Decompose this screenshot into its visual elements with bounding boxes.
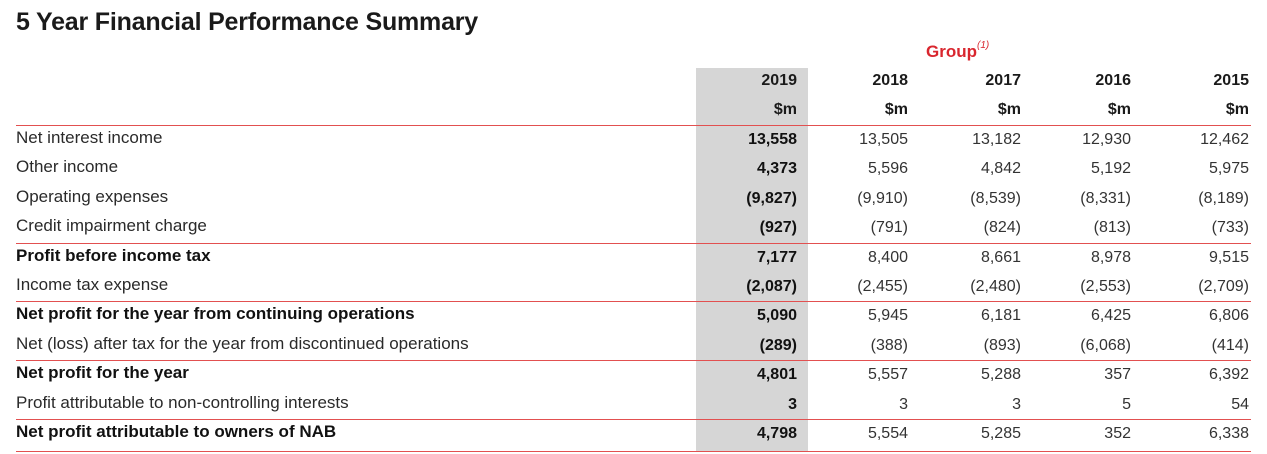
cell-2016: 352: [1104, 425, 1131, 442]
cell-2017: 4,842: [980, 160, 1021, 178]
page-title: 5 Year Financial Performance Summary: [16, 8, 479, 36]
cell-2015: (733): [1211, 219, 1249, 237]
cell-2019: 4,801: [756, 366, 797, 384]
unit-header-2: $m: [997, 101, 1021, 118]
cell-2019: 13,558: [748, 131, 797, 148]
cell-2015: 6,392: [1208, 366, 1249, 384]
year-header-1: 2018: [872, 72, 908, 89]
row-label: Credit impairment charge: [16, 216, 207, 236]
year-header-2: 2017: [985, 72, 1021, 89]
table-row: Income tax expense (2,087) (2,455) (2,480) (…: [16, 273, 1251, 302]
cell-2015: 12,462: [1200, 131, 1249, 148]
row-rule: [16, 360, 1251, 362]
cell-2018: (791): [870, 219, 908, 237]
cell-2018: (2,455): [857, 278, 908, 295]
cell-2018: 13,505: [859, 131, 908, 148]
cell-2016: 8,978: [1090, 248, 1131, 266]
cell-2016: (813): [1093, 219, 1131, 237]
cell-2018: 5,596: [867, 160, 908, 178]
table-row: Operating expenses (9,827) (9,910) (8,539) (…: [16, 185, 1251, 214]
cell-2019: (9,827): [746, 189, 797, 207]
table-row: Other income 4,373 5,596 4,842 5,192 5,975: [16, 155, 1251, 184]
cell-2019: 4,373: [756, 160, 797, 178]
group-label: Group: [926, 42, 977, 61]
cell-2019: 4,798: [756, 425, 797, 442]
unit-header-0: $m: [773, 101, 797, 118]
cell-2016: 6,425: [1090, 307, 1131, 325]
table-row: Profit attributable to non-controlling i…: [16, 391, 1251, 420]
cell-2017: 5,288: [980, 366, 1021, 384]
cell-2016: (8,331): [1080, 189, 1131, 207]
row-label: Operating expenses: [16, 186, 169, 206]
cell-2015: 54: [1231, 395, 1249, 413]
row-rule: [16, 419, 1251, 420]
row-label: Net profit attributable to owners of NAB: [16, 422, 337, 441]
unit-header-1: $m: [884, 101, 908, 118]
year-header-0: 2019: [761, 72, 797, 89]
cell-2019: 3: [788, 395, 797, 413]
cell-2019: 7,177: [756, 248, 797, 266]
table-row: Credit impairment charge (927) (791) (824) (…: [16, 214, 1251, 243]
group-footnote: (1): [977, 40, 990, 52]
table-row: Profit before income tax 7,177 8,400 8,661 8…: [16, 244, 1251, 273]
cell-2017: 13,182: [972, 131, 1021, 148]
cell-2017: 3: [1012, 395, 1021, 413]
table-bottom-rule: [16, 451, 1251, 453]
cell-2015: (8,189): [1198, 189, 1249, 207]
cell-2016: (6,068): [1080, 336, 1131, 354]
cell-2015: (414): [1211, 336, 1249, 354]
table-row: Net profit for the year 4,801 5,557 5,288 35…: [16, 361, 1251, 390]
cell-2018: 3: [899, 395, 908, 413]
cell-2018: 5,945: [867, 307, 908, 325]
cell-2016: 357: [1104, 366, 1131, 384]
cell-2016: 5: [1122, 395, 1131, 413]
cell-2016: 12,930: [1082, 131, 1131, 148]
row-rule: [16, 242, 1251, 244]
cell-2017: (893): [983, 336, 1021, 354]
cell-2019: (289): [759, 336, 797, 354]
year-header-4: 2015: [1213, 72, 1249, 89]
cell-2018: 5,557: [867, 366, 908, 384]
unit-header-3: $m: [1107, 101, 1131, 118]
row-label: Profit attributable to non-controlling i…: [16, 392, 349, 412]
cell-2016: (2,553): [1080, 278, 1131, 295]
row-label: Profit before income tax: [16, 245, 211, 265]
year-header-3: 2016: [1095, 72, 1131, 89]
cell-2019: (927): [759, 219, 797, 237]
cell-2017: (824): [983, 219, 1021, 237]
cell-2017: (8,539): [970, 189, 1021, 207]
header-rule: [16, 125, 1251, 126]
cell-2015: 9,515: [1208, 248, 1249, 266]
table-row: Net profit for the year from continuing …: [16, 302, 1251, 331]
row-label: Net profit for the year: [16, 363, 189, 383]
table-row: Net profit attributable to owners of NAB…: [16, 420, 1251, 449]
cell-2017: (2,480): [970, 278, 1021, 295]
cell-2016: 5,192: [1090, 160, 1131, 178]
cell-2017: 5,285: [980, 425, 1021, 442]
unit-header-4: $m: [1225, 101, 1249, 118]
current-year-highlight: [696, 68, 808, 451]
cell-2019: (2,087): [746, 278, 797, 295]
table-row: Net interest income 13,558 13,505 13,182 12,…: [16, 126, 1251, 155]
row-label: Net (loss) after tax for the year from d…: [16, 333, 469, 353]
row-label: Net interest income: [16, 128, 163, 147]
cell-2017: 6,181: [980, 307, 1021, 325]
cell-2015: 6,806: [1208, 307, 1249, 325]
table-row: Net (loss) after tax for the year from d…: [16, 332, 1251, 361]
cell-2015: 5,975: [1208, 160, 1249, 178]
cell-2017: 8,661: [980, 248, 1021, 266]
row-label: Other income: [16, 157, 119, 177]
cell-2015: (2,709): [1198, 278, 1249, 295]
row-label: Net profit for the year from continuing …: [16, 304, 415, 324]
cell-2018: (388): [870, 336, 908, 354]
row-rule: [16, 301, 1251, 303]
cell-2019: 5,090: [756, 307, 797, 325]
cell-2018: 8,400: [867, 248, 908, 266]
cell-2015: 6,338: [1208, 425, 1249, 442]
cell-2018: 5,554: [867, 425, 908, 442]
row-label: Income tax expense: [16, 275, 169, 294]
cell-2018: (9,910): [857, 189, 908, 207]
group-header: Group(1): [926, 40, 990, 62]
